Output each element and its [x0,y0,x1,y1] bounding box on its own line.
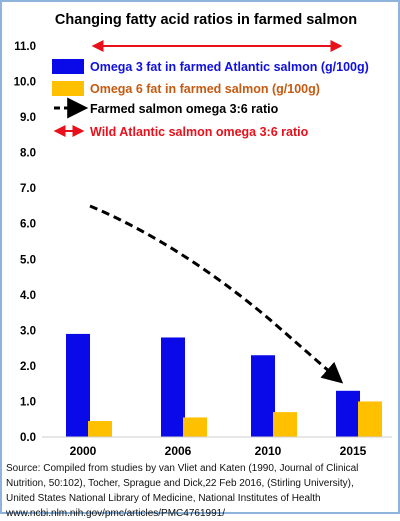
legend-swatch-omega6 [52,81,84,96]
source-line: Nutrition, 50:102), Tocher, Sprague and … [6,478,354,489]
legend-swatch-omega3 [52,59,84,74]
legend-label-wild-ratio: Wild Atlantic salmon omega 3:6 ratio [90,125,309,139]
farmed-ratio-line [89,204,344,384]
omega3-bar [161,337,185,437]
x-axis: 2000 2006 2010 2015 [42,436,392,458]
ratio-lines [89,40,344,384]
omega6-bar [358,401,382,437]
source-line: Source: Compiled from studies by van Vli… [6,463,359,474]
omega3-bar [336,390,360,437]
chart-title: Changing fatty acid ratios in farmed sal… [55,12,357,28]
y-tick-label: 8.0 [20,148,36,160]
source-line: United States National Library of Medici… [6,493,321,504]
legend: Omega 3 fat in farmed Atlantic salmon (g… [52,59,369,139]
legend-label-omega6: Omega 6 fat in farmed salmon (g/100g) [90,82,320,96]
y-tick-label: 11.0 [14,41,36,53]
omega6-bar [183,417,207,437]
legend-label-farmed-ratio: Farmed salmon omega 3:6 ratio [90,102,279,116]
y-tick-label: 2.0 [20,361,36,373]
source-note: Source: Compiled from studies by van Vli… [6,461,394,521]
omega3-bar [251,355,275,437]
omega6-bar [88,421,112,437]
omega3-bar [66,333,90,437]
y-tick-label: 6.0 [20,219,36,231]
y-tick-label: 0.0 [20,432,36,444]
x-tick-label: 2006 [165,444,192,458]
x-tick-label: 2010 [255,444,282,458]
x-tick-label: 2000 [70,444,97,458]
y-tick-label: 1.0 [20,396,36,408]
x-tick-label: 2015 [340,444,367,458]
y-tick-label: 10.0 [14,77,36,89]
y-tick-label: 9.0 [20,112,36,124]
omega6-bar [273,412,297,437]
y-tick-label: 5.0 [20,254,36,266]
legend-label-omega3: Omega 3 fat in farmed Atlantic salmon (g… [90,60,369,74]
y-tick-label: 3.0 [20,325,36,337]
y-axis: 0.0 1.0 2.0 3.0 4.0 5.0 6.0 7.0 8.0 9.0 10.0 11.0 [14,41,36,444]
bars [66,333,382,437]
y-tick-label: 4.0 [20,290,36,302]
y-tick-label: 7.0 [20,183,36,195]
